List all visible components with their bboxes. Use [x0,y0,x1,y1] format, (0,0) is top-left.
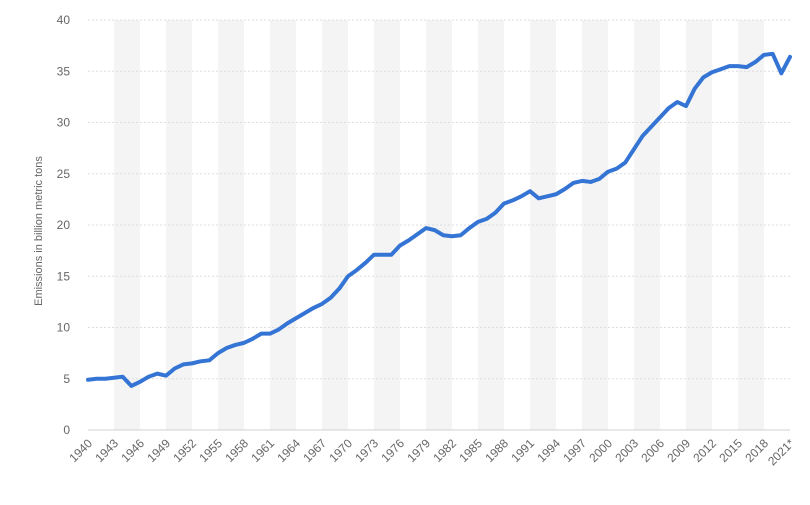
column-band [686,20,712,430]
x-tick-label: 1982 [430,436,459,465]
x-tick-label: 2009 [664,436,693,465]
x-tick-label: 1991 [508,436,537,465]
x-tick-label: 1955 [196,436,225,465]
column-band [166,20,192,430]
column-band [270,20,296,430]
x-tick-label: 1946 [118,436,147,465]
x-tick-label: 1997 [560,436,589,465]
column-band [426,20,452,430]
column-band [322,20,348,430]
y-tick-label: 0 [63,423,70,437]
y-tick-label: 10 [57,321,71,335]
y-tick-label: 5 [63,372,70,386]
x-tick-label: 1943 [92,436,121,465]
y-axis-tick-labels: 0 5 10 15 20 25 30 35 40 [57,13,71,437]
x-tick-label: 1973 [352,436,381,465]
column-band [478,20,504,430]
y-tick-label: 40 [57,13,71,27]
alternating-column-bands [114,20,764,430]
column-band [582,20,608,430]
x-tick-label: 1979 [404,436,433,465]
x-tick-label: 1952 [170,436,199,465]
x-tick-label: 2000 [586,436,615,465]
x-tick-label: 1958 [222,436,251,465]
x-tick-label: 1994 [534,436,563,465]
y-axis-label: Emissions in billion metric tons [33,156,45,306]
x-tick-label: 2012 [690,436,719,465]
y-tick-label: 35 [57,64,71,78]
x-tick-label: 1961 [248,436,277,465]
x-tick-label: 1976 [378,436,407,465]
column-band [374,20,400,430]
horizontal-gridlines [88,19,790,431]
x-tick-label: 2015 [716,436,745,465]
x-tick-label: 1988 [482,436,511,465]
series-line-emissions [86,51,792,388]
x-tick-label: 2021* [765,436,797,468]
x-tick-label: 1967 [300,436,329,465]
y-tick-label: 20 [57,218,71,232]
x-tick-label: 1949 [144,436,173,465]
column-band [530,20,556,430]
x-tick-label: 2006 [638,436,667,465]
x-tick-label: 1964 [274,436,303,465]
x-tick-label: 1970 [326,436,355,465]
column-band [634,20,660,430]
x-tick-label: 2003 [612,436,641,465]
x-tick-label: 1940 [66,436,95,465]
x-tick-label: 1985 [456,436,485,465]
x-axis-tick-labels: 1940194319461949195219551958196119641967… [66,436,797,468]
y-tick-label: 15 [57,269,71,283]
column-band [114,20,140,430]
y-tick-label: 30 [57,116,71,130]
column-band [218,20,244,430]
column-band [738,20,764,430]
y-tick-label: 25 [57,167,71,181]
